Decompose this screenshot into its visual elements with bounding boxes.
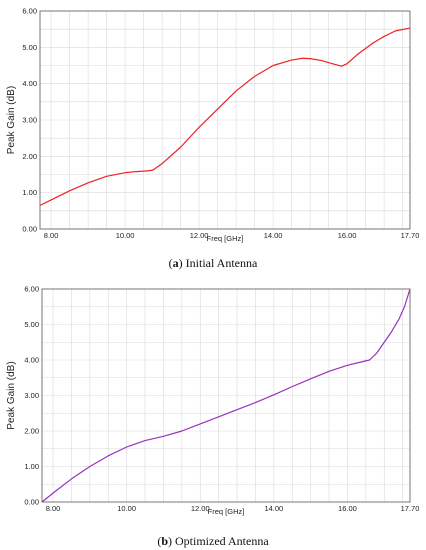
series-line-peak-gain (41, 288, 411, 503)
plot-frame (41, 288, 411, 503)
caption-text-b: Optimized Antenna (172, 534, 269, 548)
y-tick-label: 0.00 (24, 498, 39, 507)
x-axis-label: Freq [GHz] (208, 507, 245, 516)
y-tick-label: 5.00 (22, 43, 37, 52)
x-tick-label: 8.00 (46, 504, 61, 513)
x-tick-label: 17.70 (401, 231, 420, 240)
plot-frame (39, 10, 411, 230)
y-tick-label: 3.00 (24, 391, 39, 400)
y-tick-label: 3.00 (22, 116, 37, 125)
y-tick-label: 0.00 (22, 225, 37, 234)
y-tick-label: 5.00 (24, 320, 39, 329)
x-tick-label: 10.00 (117, 504, 136, 513)
x-tick-label: 16.00 (338, 231, 357, 240)
series-line-peak-gain (39, 27, 411, 206)
y-tick-label: 4.00 (24, 356, 39, 365)
x-tick-label: 14.00 (264, 504, 283, 513)
chart-optimized-antenna: 0.00 1.00 2.00 3.00 4.00 5.00 6.00 8.00 10.00 12.… (6, 285, 419, 517)
y-tick-label: 2.00 (24, 427, 39, 436)
caption-initial-antenna: (a) Initial Antenna (169, 256, 258, 270)
x-tick-label: 8.00 (44, 231, 59, 240)
x-tick-label: 10.00 (116, 231, 135, 240)
x-tick-label: 14.00 (264, 231, 283, 240)
y-axis-label: Peak Gain (dB) (6, 86, 17, 154)
x-axis-label: Freq [GHz] (207, 234, 244, 243)
caption-optimized-antenna: (b) Optimized Antenna (157, 534, 269, 548)
caption-letter-a: a (173, 256, 179, 270)
y-tick-label: 1.00 (22, 188, 37, 197)
y-tick-label: 1.00 (24, 462, 39, 471)
x-tick-label: 12.00 (191, 504, 210, 513)
caption-text-a: Initial Antenna (183, 256, 258, 270)
chart-initial-antenna: 0.00 1.00 2.00 3.00 4.00 5.00 6.00 8.00 10.00 12.… (6, 7, 419, 244)
x-tick-label: 17.70 (401, 504, 420, 513)
y-tick-label: 2.00 (22, 152, 37, 161)
y-tick-label: 6.00 (22, 7, 37, 16)
y-tick-label: 4.00 (22, 79, 37, 88)
y-tick-label: 6.00 (24, 285, 39, 294)
x-tick-label: 16.00 (338, 504, 357, 513)
y-axis-label: Peak Gain (dB) (6, 361, 17, 429)
x-tick-label: 12.00 (190, 231, 209, 240)
caption-letter-b: b (161, 534, 168, 548)
